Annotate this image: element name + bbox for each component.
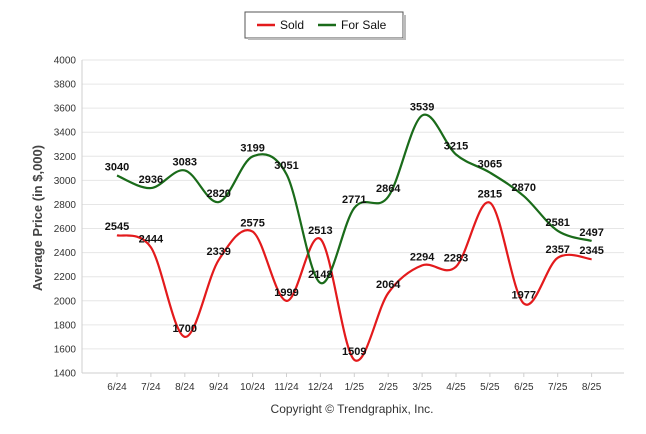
x-tick-label: 5/25 <box>480 382 500 393</box>
data-label-for-sale: 3040 <box>105 162 129 174</box>
grid-lines <box>82 59 624 374</box>
data-label-for-sale: 3199 <box>240 142 264 154</box>
data-label-sold: 1977 <box>512 290 536 302</box>
y-tick-label: 3000 <box>54 176 77 187</box>
x-tick-label: 6/24 <box>107 382 127 393</box>
series-lines <box>116 113 592 362</box>
data-label-for-sale: 2820 <box>206 188 230 200</box>
data-label-sold: 2513 <box>308 225 332 237</box>
data-label-sold: 2575 <box>240 218 264 230</box>
data-label-for-sale: 3215 <box>444 141 468 153</box>
x-tick-label: 2/25 <box>378 382 398 393</box>
y-tick-label: 3400 <box>54 128 77 139</box>
plot-background <box>82 60 624 373</box>
data-label-for-sale: 3083 <box>173 156 197 168</box>
x-tick-label: 10/24 <box>240 382 265 393</box>
data-label-sold: 2545 <box>105 221 129 233</box>
x-tick-label: 7/24 <box>141 382 161 393</box>
x-tick-label: 1/25 <box>345 382 365 393</box>
y-tick-label: 3800 <box>54 80 77 91</box>
y-tick-label: 3200 <box>54 152 77 163</box>
data-label-sold: 1509 <box>342 346 366 358</box>
legend-shadow <box>248 38 406 40</box>
legend[interactable]: Sold For Sale <box>244 11 406 40</box>
data-label-for-sale: 2497 <box>579 227 603 239</box>
legend-label-for-sale: For Sale <box>341 18 387 32</box>
data-label-sold: 1700 <box>173 323 197 335</box>
y-axis: 1400 1600 1800 2000 2200 2400 2600 2800 3000 3200… <box>54 56 83 380</box>
data-label-for-sale: 2771 <box>342 194 366 206</box>
copyright-credit: Copyright © Trendgraphix, Inc. <box>271 402 434 416</box>
x-tick-label: 4/25 <box>446 382 466 393</box>
legend-shadow-right <box>403 15 406 40</box>
data-label-for-sale: 2864 <box>376 183 401 195</box>
x-tick-label: 3/25 <box>412 382 432 393</box>
data-label-sold: 1999 <box>274 287 298 299</box>
x-tick-label: 9/24 <box>209 382 229 393</box>
data-label-for-sale: 2581 <box>545 217 569 229</box>
data-label-for-sale: 2148 <box>308 269 332 281</box>
x-tick-label: 6/25 <box>514 382 534 393</box>
x-tick-label: 11/24 <box>274 382 299 393</box>
data-label-for-sale: 2936 <box>139 174 163 186</box>
y-axis-title: Average Price (in $,000) <box>30 145 45 291</box>
series-line-sold <box>116 201 592 362</box>
data-label-sold: 2815 <box>478 189 502 201</box>
data-label-sold: 2283 <box>444 253 468 265</box>
y-tick-label: 2000 <box>54 296 77 307</box>
x-tick-label: 7/25 <box>548 382 568 393</box>
y-tick-label: 2200 <box>54 272 77 283</box>
series-line-for-sale <box>116 113 592 285</box>
x-tick-label: 8/25 <box>582 382 602 393</box>
data-label-for-sale: 2870 <box>512 182 536 194</box>
y-tick-label: 2600 <box>54 224 77 235</box>
y-tick-label: 4000 <box>54 56 77 67</box>
y-tick-label: 2800 <box>54 200 77 211</box>
data-label-sold: 2444 <box>139 233 164 245</box>
y-tick-label: 1800 <box>54 320 77 331</box>
data-labels: 2545 2444 1700 2339 2575 1999 2513 1509 2064 2294… <box>105 101 604 357</box>
y-tick-label: 1400 <box>54 369 77 380</box>
data-label-sold: 2345 <box>579 245 603 257</box>
data-label-for-sale: 3051 <box>274 160 298 172</box>
data-label-for-sale: 3539 <box>410 101 434 113</box>
data-label-sold: 2294 <box>410 251 435 263</box>
y-tick-label: 2400 <box>54 248 77 259</box>
data-label-sold: 2064 <box>376 279 401 291</box>
y-tick-label: 1600 <box>54 344 77 355</box>
data-label-sold: 2357 <box>545 244 569 256</box>
y-tick-label: 3600 <box>54 104 77 115</box>
legend-label-sold: Sold <box>280 18 304 32</box>
x-tick-label: 8/24 <box>175 382 195 393</box>
x-axis: 6/24 7/24 8/24 9/24 10/24 11/24 12/24 1/25 2/25 3… <box>82 372 624 393</box>
data-label-sold: 2339 <box>206 246 230 258</box>
plot-area <box>82 60 624 373</box>
data-label-for-sale: 3065 <box>478 159 502 171</box>
x-tick-label: 12/24 <box>308 382 333 393</box>
